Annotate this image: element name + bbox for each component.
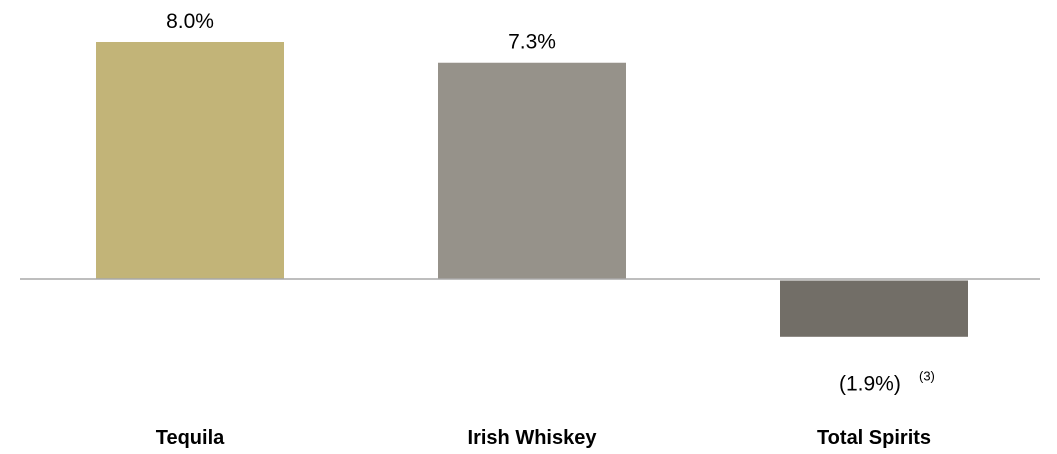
bar-total-spirits (780, 280, 968, 337)
category-label-total-spirits: Total Spirits (817, 427, 931, 449)
category-label-tequila: Tequila (156, 427, 225, 449)
bar-irish-whiskey (438, 62, 626, 279)
bars-layer (96, 42, 968, 337)
labels-layer: 8.0% Tequila 7.3% Irish Whiskey (1.9%) (3) Tot… (156, 10, 935, 449)
category-label-irish-whiskey: Irish Whiskey (468, 427, 598, 449)
value-label-irish-whiskey: 7.3% (508, 31, 556, 54)
bar-tequila (96, 42, 284, 279)
footnote-marker-total-spirits: (3) (919, 368, 935, 383)
value-label-tequila: 8.0% (166, 10, 214, 33)
value-label-total-spirits: (1.9%) (839, 372, 901, 395)
